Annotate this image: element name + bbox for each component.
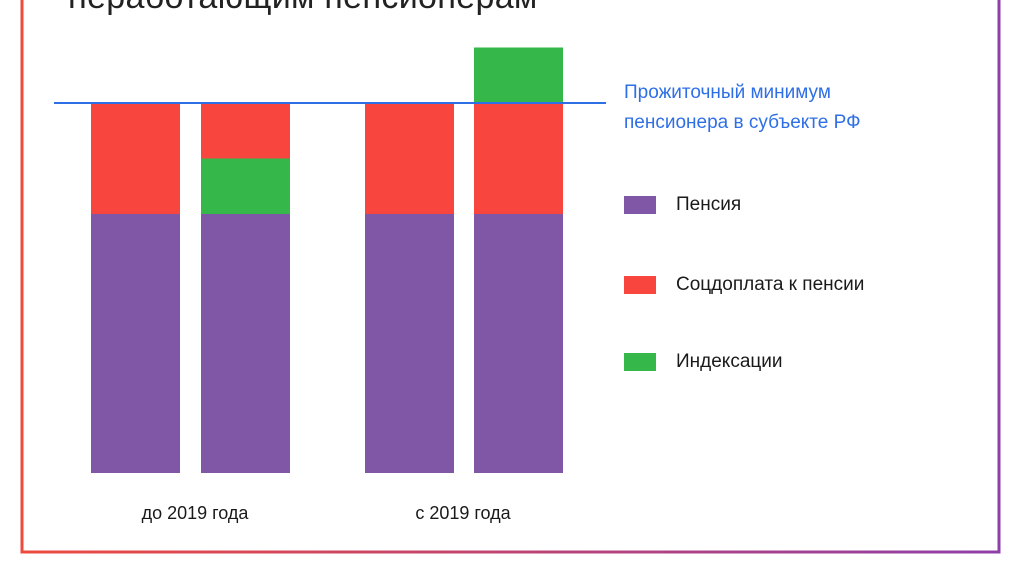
bar-2-segment-social-supplement [201, 103, 290, 159]
legend-swatch-indexation [624, 353, 656, 371]
legend-item-pension: Пенсия [624, 190, 984, 220]
bar-3-segment-social-supplement [365, 103, 454, 214]
legend-label-pension: Пенсия [676, 194, 742, 215]
frame-border [20, 0, 1001, 554]
legend-swatch-social-supplement [624, 276, 656, 294]
minimum-line-label-line-1: Прожиточный минимум [624, 82, 831, 103]
legend-label-indexation: Индексации [676, 351, 783, 372]
bar-4-segment-pension [474, 214, 563, 473]
bar-2-segment-pension [201, 214, 290, 473]
bar-2-segment-indexation [201, 158, 290, 214]
bar-4-segment-social-supplement [474, 103, 563, 214]
group-label-from-2019: с 2019 года [415, 503, 511, 523]
legend-item-social-supplement: Соцдоплата к пенсии [624, 270, 984, 300]
legend-item-indexation: Индексации [624, 347, 984, 377]
bar-4-segment-indexation [474, 47, 563, 103]
legend-swatch-pension [624, 196, 656, 214]
minimum-line-label-line-2: пенсионера в субъекте РФ [624, 112, 861, 133]
bar-3-segment-pension [365, 214, 454, 473]
chart-title: неработающим пенсионерам [68, 0, 538, 17]
minimum-line-label: Прожиточный минимум пенсионера в субъект… [624, 78, 954, 138]
bars-layer [91, 47, 563, 473]
bar-1-segment-pension [91, 214, 180, 473]
bar-1-segment-social-supplement [91, 103, 180, 214]
group-label-before-2019: до 2019 года [141, 503, 249, 523]
legend-label-social-supplement: Соцдоплата к пенсии [676, 274, 865, 295]
